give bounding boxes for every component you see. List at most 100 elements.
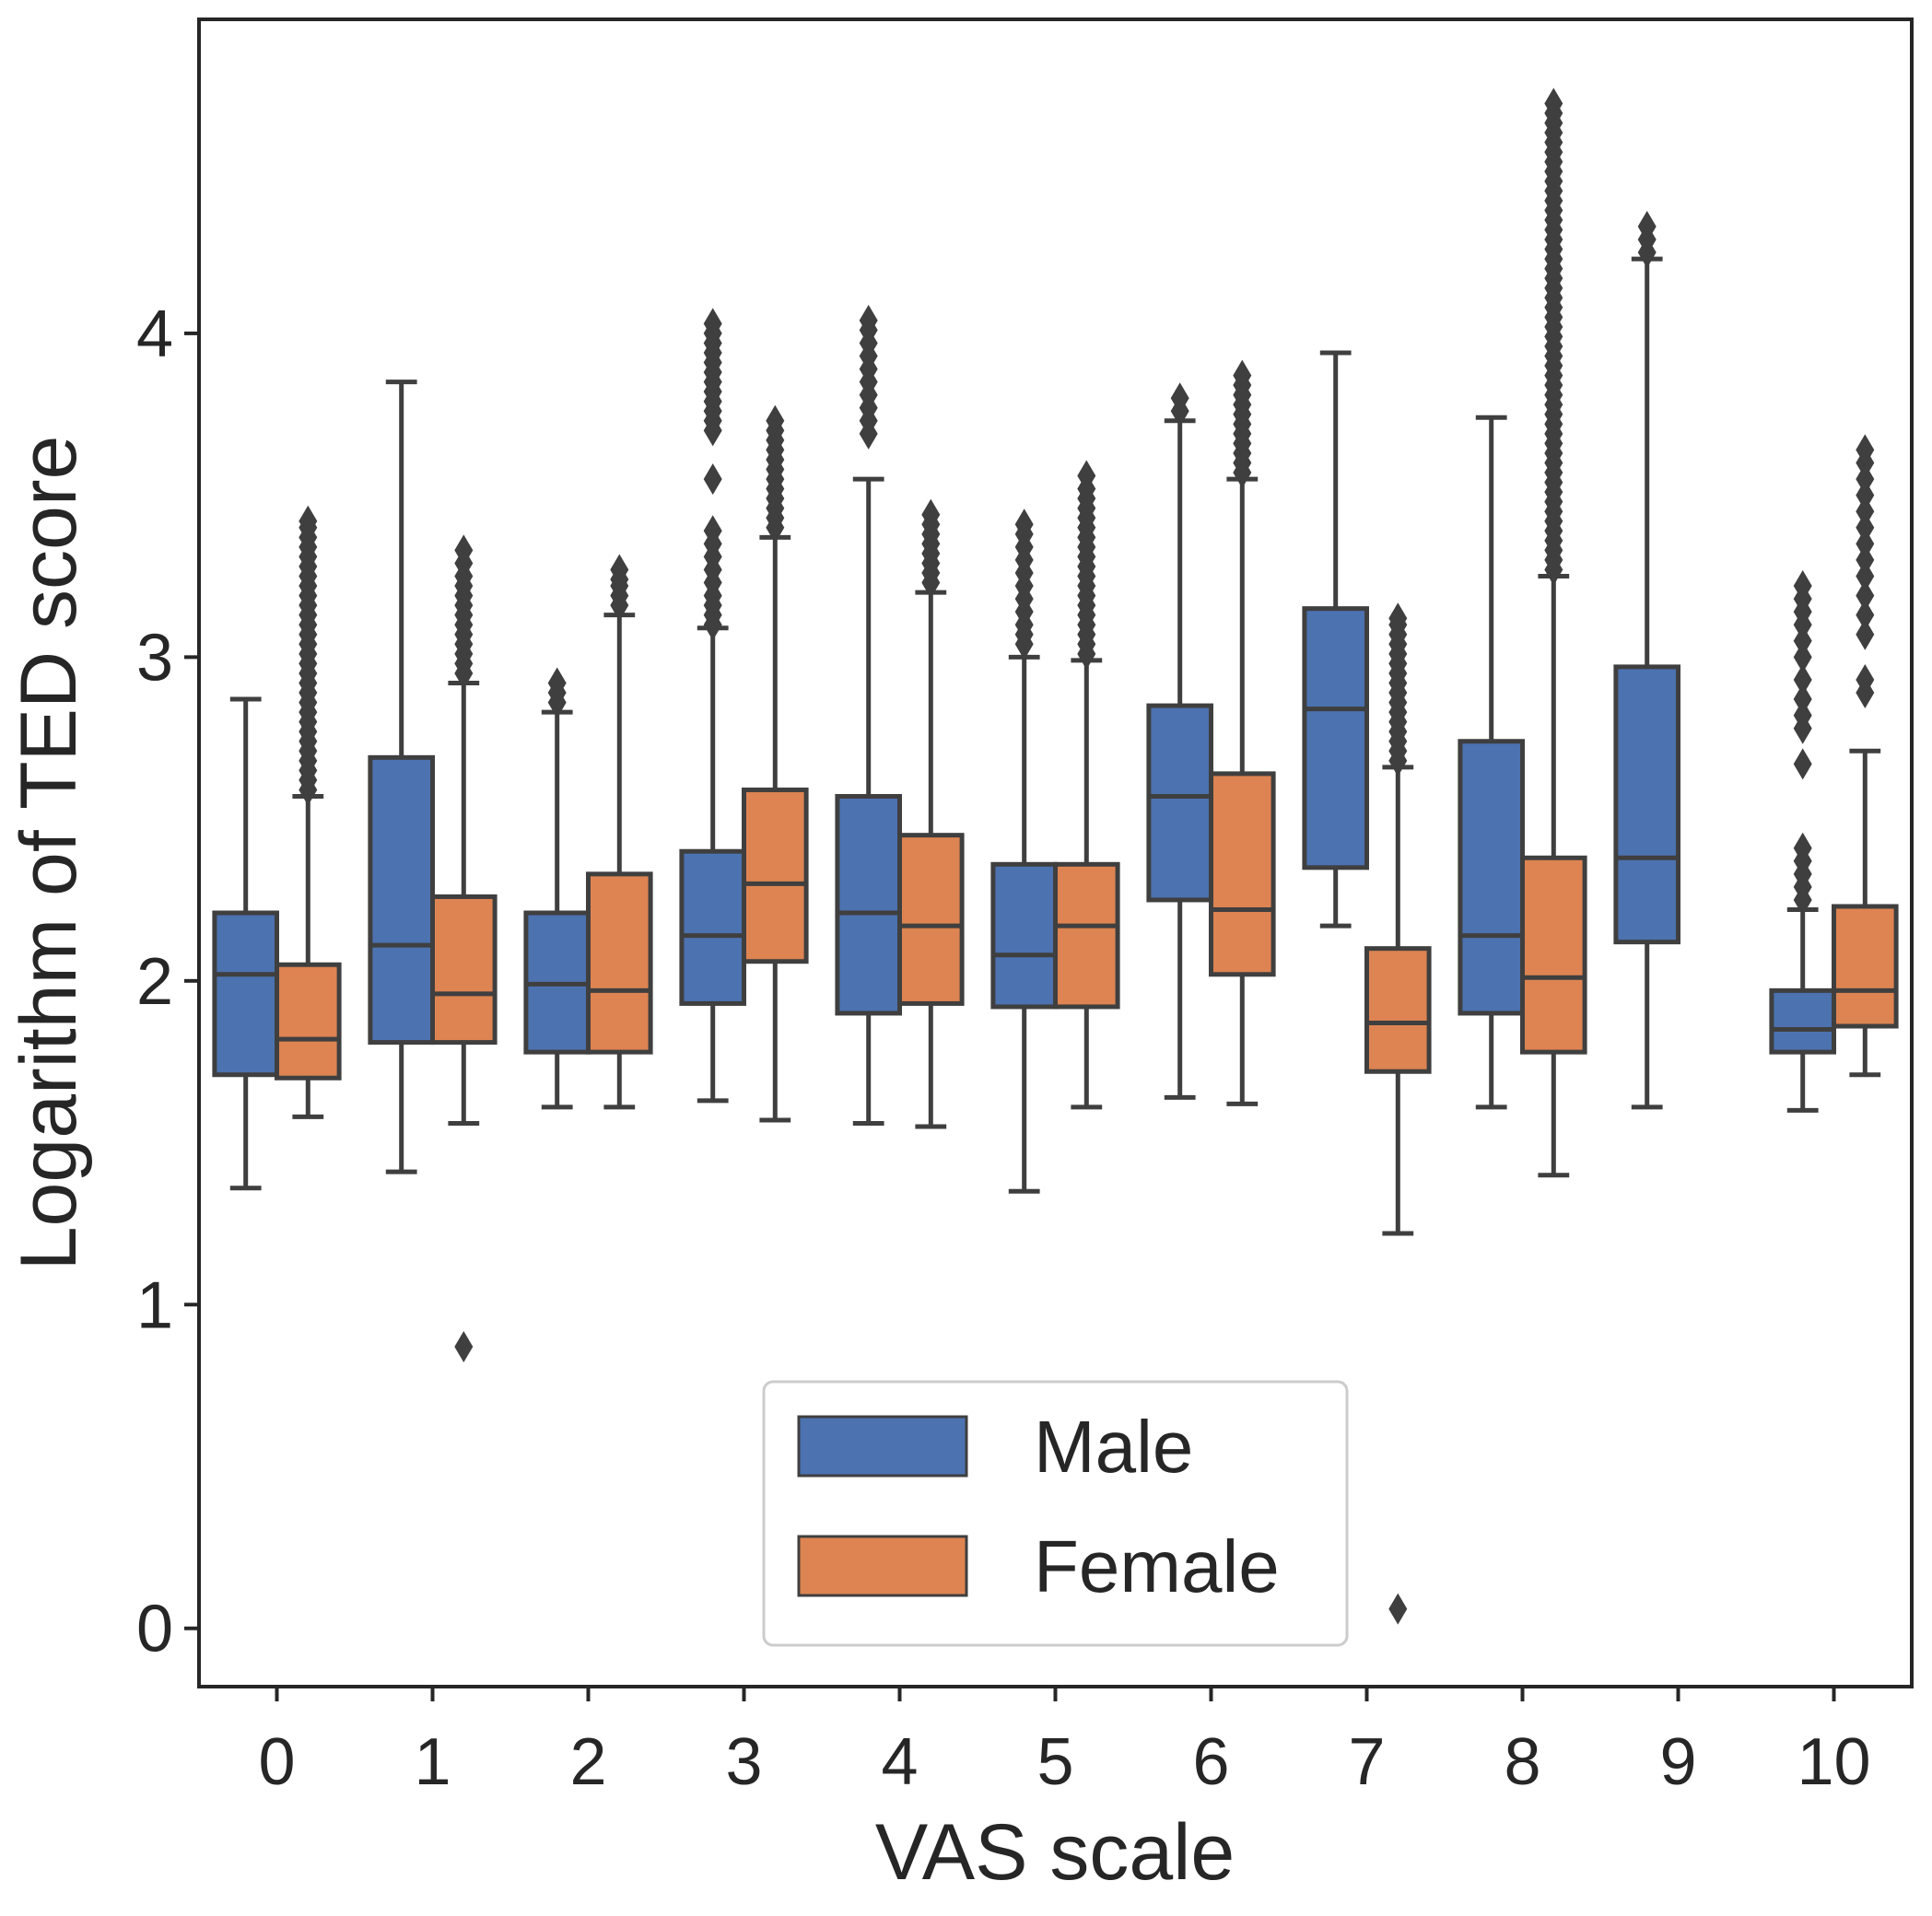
- y-tick-label: 0: [136, 1593, 173, 1666]
- box-male-vas-5: [990, 654, 1059, 1194]
- box-iqr: [1302, 606, 1370, 870]
- outlier-point: [1637, 210, 1657, 242]
- box-iqr: [1520, 855, 1587, 1055]
- outlier-point: [859, 304, 878, 336]
- outlier-point: [1793, 625, 1812, 657]
- box-male-vas-7: [1302, 350, 1370, 929]
- box-iqr: [990, 861, 1059, 1010]
- outlier-point: [1856, 618, 1875, 650]
- outlier-point: [454, 534, 474, 567]
- box-iqr: [679, 848, 747, 1006]
- box-iqr: [742, 787, 809, 964]
- box-male-vas-9: [1613, 256, 1681, 1110]
- legend: Male Female: [762, 1380, 1349, 1647]
- box-male-vas-4: [835, 476, 903, 1126]
- x-tick-label: 1: [414, 1725, 451, 1799]
- fliers-layer: [299, 88, 1875, 1625]
- outlier-point: [1388, 602, 1408, 635]
- outlier-point: [1856, 479, 1875, 511]
- y-axis-label: Logarithm of TED score: [5, 436, 93, 1271]
- x-axis: 0 1 2 3 4 5 6 7 8 9 10: [258, 1687, 1871, 1799]
- box-iqr: [430, 894, 498, 1046]
- outlier-point: [766, 404, 785, 437]
- box-iqr: [1613, 664, 1681, 945]
- box-male-vas-1: [368, 380, 435, 1174]
- x-tick-label: 7: [1348, 1725, 1385, 1799]
- outlier-point: [1793, 683, 1812, 716]
- box-female-vas-5: [1053, 658, 1120, 1110]
- box-female-vas-0: [275, 793, 342, 1119]
- x-tick-label: 5: [1036, 1725, 1073, 1799]
- outlier-point: [1856, 543, 1875, 576]
- box-female-vas-7: [1364, 765, 1432, 1236]
- y-tick-label: 2: [136, 945, 173, 1019]
- box-male-vas-10: [1769, 907, 1837, 1113]
- outlier-point: [1856, 434, 1875, 466]
- box-female-vas-3: [742, 534, 809, 1123]
- box-iqr: [1053, 861, 1120, 1010]
- outlier-point: [1856, 663, 1875, 695]
- box-iqr: [1364, 946, 1432, 1074]
- box-female-vas-2: [586, 613, 653, 1110]
- legend-label-male: Male: [1034, 1406, 1193, 1488]
- y-tick-label: 3: [136, 621, 173, 695]
- outlier-point: [547, 667, 567, 699]
- box-iqr: [212, 910, 279, 1078]
- box-iqr: [1209, 771, 1276, 977]
- y-tick-label: 1: [136, 1268, 173, 1342]
- outlier-point: [1793, 570, 1812, 602]
- box-female-vas-4: [897, 590, 965, 1129]
- outlier-point: [610, 554, 629, 586]
- x-tick-label: 3: [725, 1725, 762, 1799]
- box-male-vas-2: [523, 709, 591, 1110]
- outlier-point: [1793, 832, 1812, 864]
- outlier-point: [299, 505, 318, 537]
- boxes-layer: [212, 256, 1899, 1236]
- box-iqr: [1458, 739, 1526, 1016]
- box-male-vas-8: [1458, 415, 1526, 1110]
- x-tick-label: 4: [881, 1725, 918, 1799]
- outlier-point: [1856, 579, 1875, 612]
- x-tick-label: 10: [1797, 1725, 1870, 1799]
- outlier-point: [921, 498, 941, 531]
- box-male-vas-0: [212, 696, 279, 1191]
- box-iqr: [897, 833, 965, 1006]
- legend-swatch-female: [797, 1535, 968, 1597]
- outlier-point: [1793, 641, 1812, 673]
- box-male-vas-6: [1146, 418, 1214, 1100]
- outlier-point: [1793, 748, 1812, 780]
- outlier-point: [1388, 1593, 1408, 1625]
- box-iqr: [1769, 987, 1837, 1055]
- x-tick-label: 8: [1504, 1725, 1540, 1799]
- outlier-point: [1793, 699, 1812, 731]
- x-tick-label: 6: [1192, 1725, 1229, 1799]
- outlier-point: [1170, 382, 1189, 415]
- x-axis-label: VAS scale: [875, 1808, 1235, 1897]
- x-tick-label: 9: [1659, 1725, 1696, 1799]
- outlier-point: [1856, 528, 1875, 560]
- outlier-point: [1856, 496, 1875, 528]
- box-female-vas-8: [1520, 574, 1587, 1178]
- outlier-point: [454, 1330, 474, 1362]
- x-tick-label: 0: [258, 1725, 295, 1799]
- box-iqr: [368, 754, 435, 1046]
- legend-swatch-male: [797, 1415, 968, 1478]
- box-iqr: [1146, 703, 1214, 903]
- x-tick-label: 2: [569, 1725, 606, 1799]
- outlier-point: [703, 463, 722, 496]
- outlier-point: [703, 515, 722, 547]
- legend-label-female: Female: [1034, 1525, 1280, 1607]
- box-iqr: [586, 871, 653, 1055]
- outlier-point: [1856, 560, 1875, 592]
- outlier-point: [1856, 463, 1875, 496]
- box-female-vas-6: [1209, 476, 1276, 1106]
- outlier-point: [1077, 460, 1096, 492]
- outlier-point: [1856, 599, 1875, 631]
- box-female-vas-10: [1832, 748, 1899, 1078]
- outlier-point: [1544, 88, 1563, 120]
- outlier-point: [1793, 663, 1812, 695]
- outlier-point: [1014, 508, 1034, 541]
- y-tick-label: 4: [136, 298, 173, 371]
- outlier-point: [703, 308, 722, 340]
